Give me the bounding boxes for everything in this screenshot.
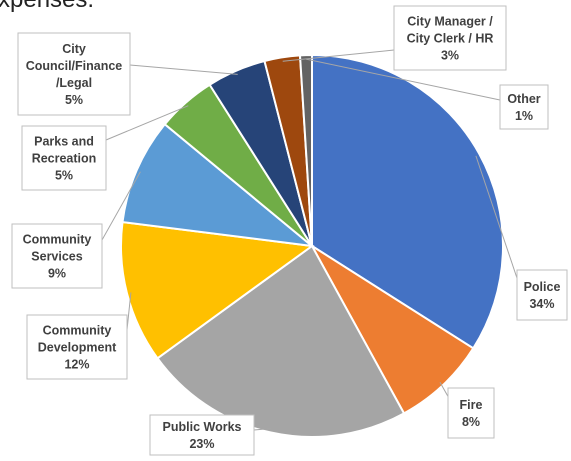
data-label-box-8 — [499, 84, 549, 130]
leader-line-4 — [101, 171, 141, 241]
data-label-name-5: Parks and — [34, 135, 94, 149]
pie-slice-1 — [311, 245, 475, 415]
data-label-name-5: Recreation — [32, 152, 97, 166]
page-title-fragment: xpenses. — [0, 0, 94, 14]
pie-slice-3 — [120, 220, 315, 360]
data-label-name-8: Other — [507, 92, 540, 106]
data-label-box-5 — [21, 125, 107, 191]
data-label-percent-8: 1% — [515, 109, 533, 123]
leader-line-6 — [129, 64, 238, 75]
data-label-name-3: Development — [38, 341, 117, 355]
pie-slice-8 — [298, 53, 313, 247]
data-label-percent-0: 34% — [529, 297, 554, 311]
leader-line-3 — [126, 292, 132, 331]
data-label-name-1: Fire — [460, 398, 483, 412]
leader-line-2 — [253, 428, 272, 431]
pie-slice-4 — [121, 122, 316, 248]
leader-line-8 — [305, 58, 501, 101]
leader-line-0 — [475, 155, 522, 291]
data-label-name-6: /Legal — [56, 76, 92, 90]
data-labels: Police 34% Fire 8% Public Works 23% Community D… — [11, 5, 568, 456]
leader-line-5 — [105, 105, 189, 141]
leader-line-7 — [282, 49, 395, 62]
data-label-box-2 — [149, 414, 255, 456]
data-label-percent-1: 8% — [462, 415, 480, 429]
data-label-name-6: City — [62, 42, 86, 56]
data-label-percent-7: 3% — [441, 49, 459, 63]
data-label-name-3: Community — [43, 324, 112, 338]
data-label-name-7: City Manager / — [407, 15, 493, 29]
data-label-name-2: Public Works — [163, 420, 242, 434]
data-label-percent-3: 12% — [64, 358, 89, 372]
data-label-percent-5: 5% — [55, 169, 73, 183]
pie-slice-2 — [156, 244, 406, 438]
data-label-box-3 — [26, 314, 128, 380]
data-label-box-0 — [516, 269, 568, 321]
data-label-name-4: Services — [31, 250, 82, 264]
data-label-name-7: City Clerk / HR — [407, 32, 494, 46]
pie-slice-0 — [311, 53, 504, 350]
pie-slices — [120, 53, 504, 438]
data-label-percent-2: 23% — [189, 437, 214, 451]
data-label-box-4 — [11, 223, 103, 289]
data-label-box-7 — [393, 5, 507, 71]
data-label-name-6: Council/Finance — [26, 59, 123, 73]
data-label-name-4: Community — [23, 233, 92, 247]
data-label-percent-6: 5% — [65, 93, 83, 107]
data-label-percent-4: 9% — [48, 267, 66, 281]
data-label-box-6 — [17, 32, 131, 116]
data-label-name-0: Police — [524, 280, 561, 294]
data-label-box-1 — [447, 387, 495, 439]
